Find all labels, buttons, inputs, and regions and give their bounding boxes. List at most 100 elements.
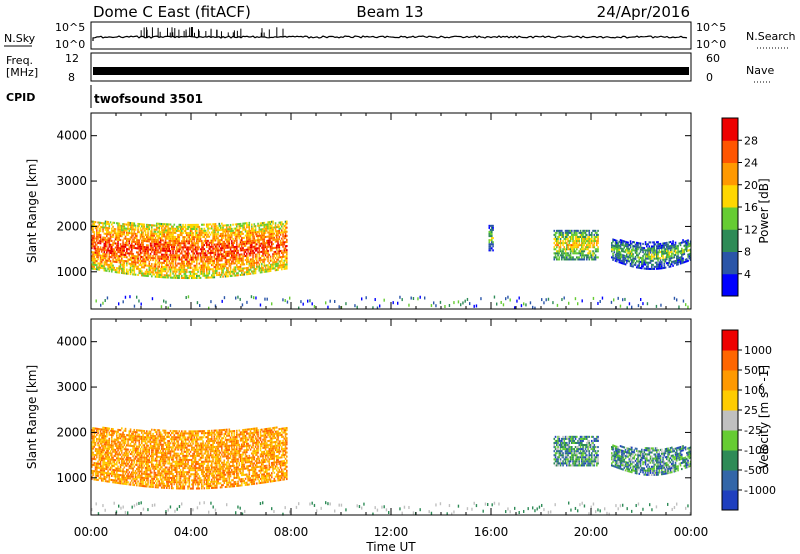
echo-cell: [651, 263, 653, 266]
echo-cell: [639, 248, 642, 251]
echo-cell: [143, 237, 146, 240]
echo-cell: [123, 225, 126, 228]
echo-cell: [571, 235, 573, 238]
echo-cell: [242, 267, 244, 270]
echo-cell: [143, 266, 146, 269]
echo-cell: [199, 248, 202, 251]
echo-cell: [554, 256, 557, 259]
echo-cell: [173, 242, 176, 245]
echo-cell: [122, 263, 124, 266]
echo-cell: [251, 258, 253, 261]
echo-cell: [124, 229, 127, 232]
echo-cell: [128, 240, 131, 243]
echo-cell: [168, 245, 171, 248]
echo-cell: [91, 255, 93, 258]
echo-cell: [247, 248, 249, 251]
echo-cell: [184, 240, 187, 243]
echo-cell: [138, 267, 141, 271]
echo-cell: [244, 242, 247, 245]
echo-cell: [243, 228, 246, 231]
echo-cell: [176, 264, 178, 267]
echo-cell: [114, 250, 117, 253]
echo-cell: [621, 239, 623, 242]
echo-cell: [616, 258, 618, 261]
echo-cell: [581, 231, 583, 234]
echo-cell: [122, 227, 124, 230]
echo-cell: [96, 260, 98, 263]
echo-cell: [653, 253, 656, 256]
echo-cell: [107, 257, 109, 260]
echo-cell: [131, 444, 133, 447]
echo-cell: [241, 232, 243, 236]
echo-cell: [119, 449, 122, 452]
ground-scatter-cell: [383, 298, 385, 302]
echo-cell: [103, 248, 106, 252]
echo-cell: [174, 244, 177, 247]
echo-cell: [652, 245, 654, 248]
echo-cell: [139, 223, 142, 226]
echo-cell: [157, 261, 159, 264]
echo-cell: [108, 257, 111, 260]
echo-cell: [263, 256, 266, 259]
echo-cell: [173, 256, 176, 259]
echo-cell: [122, 435, 124, 438]
echo-cell: [94, 447, 97, 451]
echo-cell: [117, 250, 119, 254]
echo-cell: [109, 468, 112, 471]
echo-cell: [213, 259, 216, 262]
echo-cell: [126, 454, 128, 457]
echo-cell: [574, 258, 577, 261]
echo-cell: [237, 251, 239, 254]
echo-cell: [92, 263, 94, 266]
echo-cell: [103, 265, 106, 268]
echo-cell: [118, 480, 121, 483]
power-ylabel: Slant Range [km]: [25, 159, 39, 263]
echo-cell: [137, 447, 139, 450]
echo-cell: [102, 451, 104, 454]
echo-cell: [226, 273, 228, 276]
echo-cell: [103, 435, 106, 438]
ground-scatter-cell: [520, 304, 523, 308]
echo-cell: [151, 236, 153, 239]
echo-cell: [247, 238, 249, 241]
echo-cell: [93, 239, 96, 242]
echo-cell: [98, 264, 101, 267]
echo-cell: [97, 448, 99, 451]
echo-cell: [172, 270, 174, 273]
echo-cell: [198, 225, 201, 228]
echo-cell: [104, 238, 107, 241]
echo-cell: [117, 469, 119, 472]
echo-cell: [267, 256, 269, 259]
echo-cell: [193, 264, 196, 267]
echo-cell: [184, 250, 187, 253]
echo-cell: [111, 252, 113, 255]
echo-cell: [102, 228, 104, 231]
echo-cell: [651, 267, 653, 270]
echo-cell: [194, 223, 197, 226]
echo-cell: [282, 231, 284, 234]
echo-cell: [138, 464, 141, 467]
echo-cell: [134, 226, 137, 229]
ground-scatter-cell: [597, 301, 599, 305]
echo-cell: [218, 241, 221, 244]
echo-cell: [111, 434, 113, 437]
echo-cell: [187, 254, 189, 257]
echo-cell: [91, 429, 93, 432]
echo-cell: [139, 482, 142, 485]
echo-cell: [108, 439, 111, 442]
echo-cell: [111, 432, 113, 435]
ground-scatter-cell: [561, 298, 563, 302]
echo-cell: [229, 223, 232, 226]
echo-cell: [136, 463, 138, 466]
echo-cell: [124, 260, 127, 263]
echo-cell: [251, 266, 253, 269]
echo-cell: [119, 267, 122, 270]
echo-cell: [261, 246, 263, 249]
echo-cell: [249, 258, 252, 261]
echo-cell: [629, 252, 632, 255]
echo-cell: [106, 433, 108, 436]
echo-cell: [212, 259, 214, 263]
echo-cell: [209, 268, 212, 271]
echo-cell: [224, 261, 227, 264]
echo-cell: [271, 228, 273, 231]
